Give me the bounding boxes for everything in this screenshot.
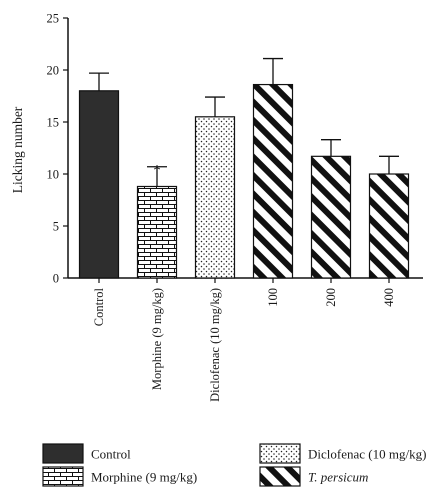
legend-label-t-persicum: T. persicum bbox=[308, 470, 368, 485]
x-tick-label-100: 100 bbox=[266, 288, 280, 307]
y-ticks: 0 5 10 15 20 25 bbox=[47, 12, 68, 286]
legend-swatch-t-persicum bbox=[259, 466, 301, 487]
legend-swatch-diclofenac-10-mg-kg bbox=[259, 443, 301, 464]
x-tick-label-control: Control bbox=[92, 287, 106, 326]
y-axis-label: Licking number bbox=[10, 106, 25, 193]
bar-100 bbox=[252, 83, 294, 279]
legend-label-diclofenac-10-mg-kg: Diclofenac (10 mg/kg) bbox=[308, 447, 426, 462]
y-tick-label: 5 bbox=[53, 220, 59, 234]
legend: Control Diclofenac (10 mg/kg) Morphine (9 … bbox=[42, 443, 426, 487]
axes bbox=[67, 18, 423, 279]
legend-swatch-control bbox=[42, 443, 84, 464]
legend-label-morphine-9-mg-kg: Morphine (9 mg/kg) bbox=[91, 470, 197, 485]
x-tick-label-diclofenac-10-mg-kg: Diclofenac (10 mg/kg) bbox=[208, 288, 222, 402]
x-tick-label-morphine-9-mg-kg: Morphine (9 mg/kg) bbox=[150, 288, 164, 390]
bar-diclofenac-10-mg-kg bbox=[194, 116, 236, 279]
y-tick-label: 25 bbox=[47, 12, 60, 26]
bar-400 bbox=[368, 173, 410, 279]
bar-morphine-9-mg-kg bbox=[136, 185, 178, 279]
y-tick-label: 15 bbox=[47, 116, 60, 130]
y-tick-label: 20 bbox=[47, 64, 60, 78]
bar-control bbox=[78, 90, 120, 279]
x-ticks: Control Morphine (9 mg/kg) Diclofenac (10 … bbox=[92, 278, 396, 402]
y-tick-label: 0 bbox=[53, 272, 59, 286]
legend-label-control: Control bbox=[91, 447, 131, 462]
bars: * bbox=[78, 57, 410, 279]
x-tick-label-200: 200 bbox=[324, 288, 338, 307]
x-tick-label-400: 400 bbox=[382, 288, 396, 307]
significance-marker: * bbox=[153, 163, 161, 179]
legend-swatch-morphine-9-mg-kg bbox=[42, 466, 84, 487]
y-tick-label: 10 bbox=[47, 168, 60, 182]
bar-200 bbox=[310, 155, 352, 279]
